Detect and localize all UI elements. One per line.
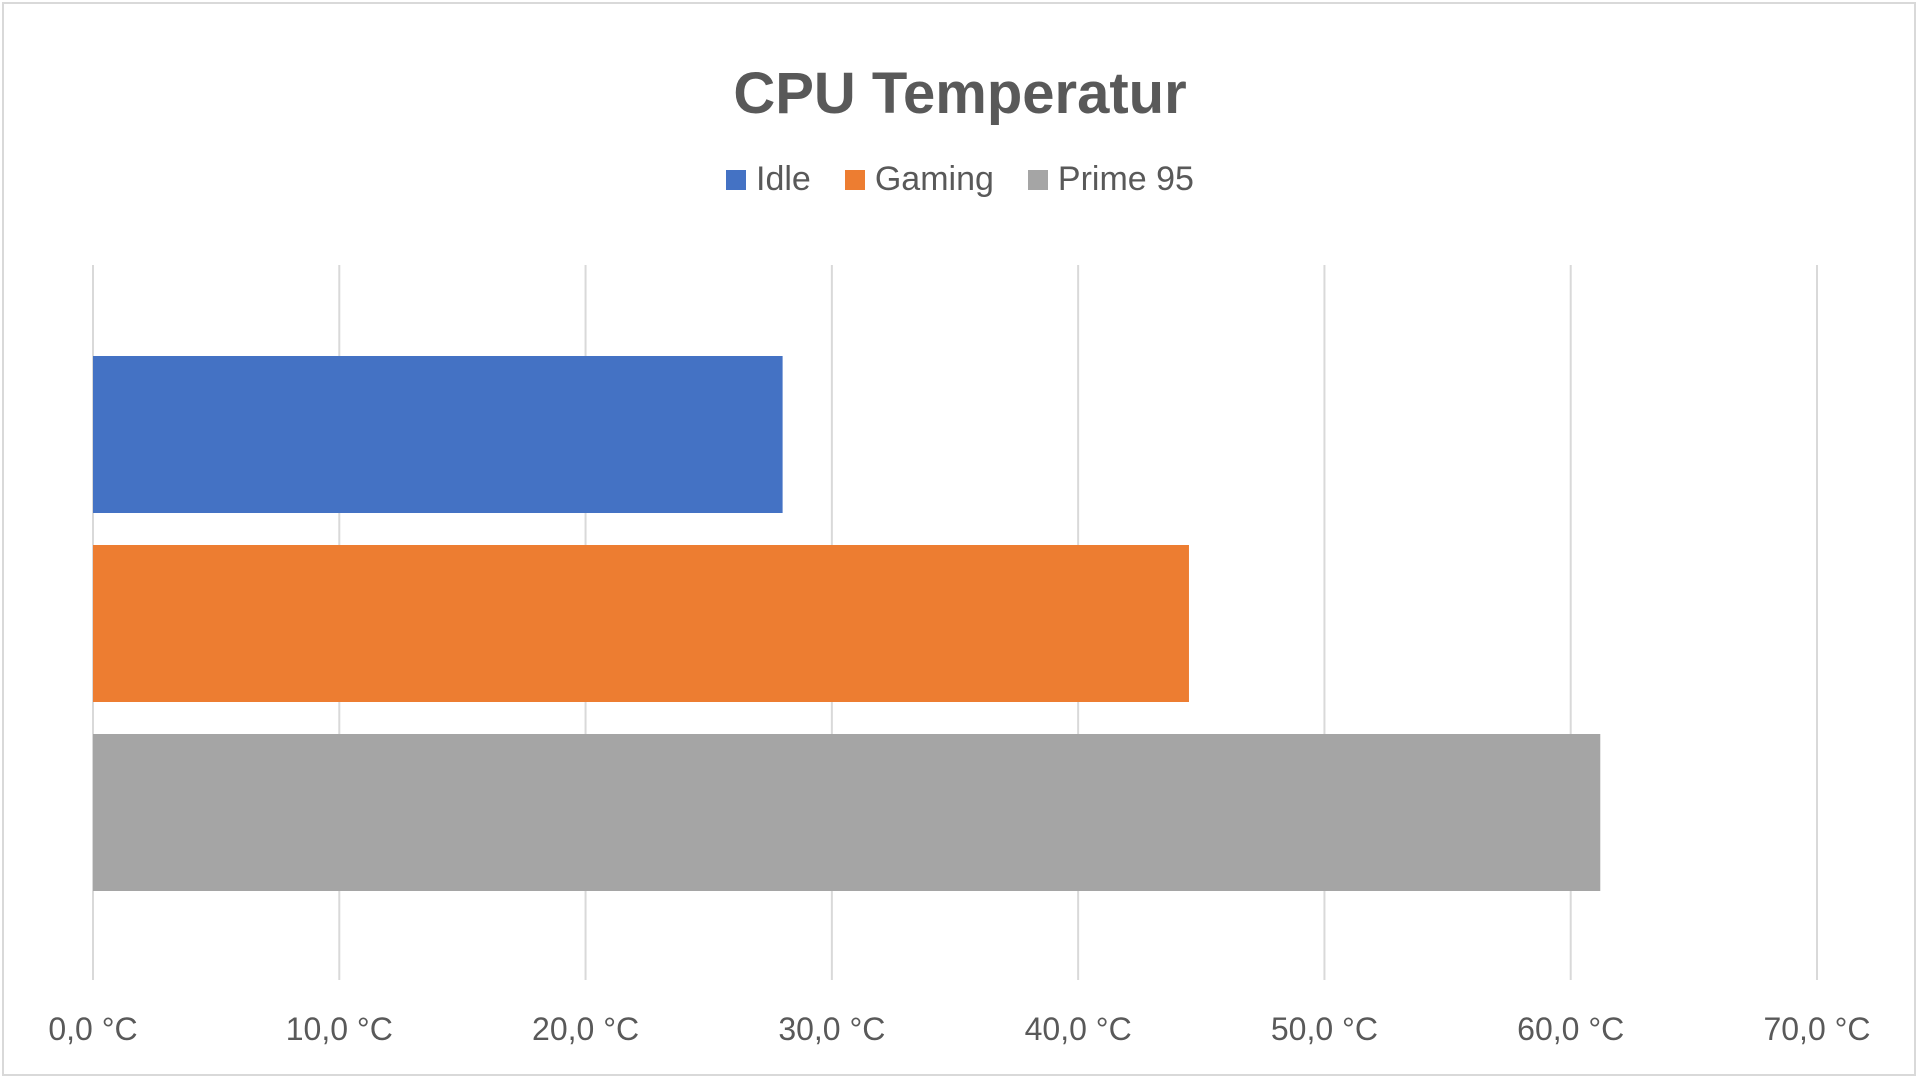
- x-tick-label: 10,0 °C: [286, 1011, 393, 1047]
- bar-idle: [93, 356, 783, 513]
- x-tick-label: 60,0 °C: [1517, 1011, 1624, 1047]
- x-tick-label: 30,0 °C: [778, 1011, 885, 1047]
- legend-swatch-idle: [726, 169, 747, 190]
- legend-label-prime95: Prime 95: [1057, 160, 1194, 198]
- chart-title: CPU Temperatur: [733, 61, 1187, 126]
- legend-item-gaming: Gaming: [844, 160, 994, 199]
- x-tick-label: 0,0 °C: [48, 1011, 137, 1047]
- bar-gaming: [93, 545, 1189, 702]
- legend: Idle Gaming Prime 95: [0, 160, 1920, 199]
- x-tick-label: 70,0 °C: [1763, 1011, 1870, 1047]
- x-tick-label: 20,0 °C: [532, 1011, 639, 1047]
- legend-swatch-prime95: [1027, 169, 1048, 190]
- legend-item-prime95: Prime 95: [1027, 160, 1194, 199]
- legend-swatch-gaming: [844, 169, 865, 190]
- bar-prime-95: [93, 734, 1601, 891]
- legend-item-idle: Idle: [726, 160, 811, 199]
- x-tick-label: 40,0 °C: [1025, 1011, 1132, 1047]
- x-tick-label: 50,0 °C: [1271, 1011, 1378, 1047]
- legend-label-gaming: Gaming: [874, 160, 994, 198]
- legend-label-idle: Idle: [756, 160, 811, 198]
